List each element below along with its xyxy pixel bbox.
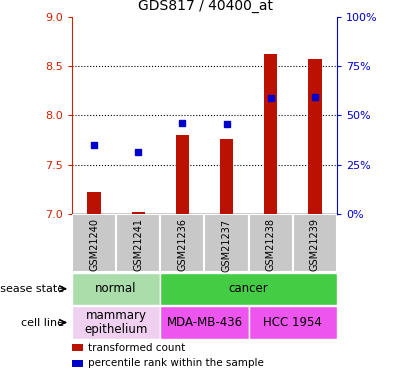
Text: percentile rank within the sample: percentile rank within the sample — [88, 358, 264, 368]
Bar — [249, 306, 337, 339]
Bar — [264, 54, 277, 214]
Bar — [308, 59, 321, 214]
Bar — [116, 214, 160, 272]
Text: disease state: disease state — [0, 284, 64, 294]
Bar — [72, 273, 160, 305]
Text: transformed count: transformed count — [88, 343, 185, 353]
Bar — [88, 192, 101, 214]
Text: MDA-MB-436: MDA-MB-436 — [166, 316, 242, 329]
Bar — [160, 214, 205, 272]
Bar — [132, 212, 145, 214]
Text: GSM21241: GSM21241 — [133, 218, 143, 272]
Text: mammary
epithelium: mammary epithelium — [84, 309, 148, 336]
Text: GSM21236: GSM21236 — [178, 218, 187, 272]
Bar — [249, 214, 293, 272]
Text: GSM21239: GSM21239 — [310, 218, 320, 272]
Bar — [72, 306, 160, 339]
Text: cancer: cancer — [229, 282, 268, 295]
Text: GSM21237: GSM21237 — [222, 218, 231, 272]
Bar — [160, 273, 337, 305]
Text: GSM21240: GSM21240 — [89, 218, 99, 272]
Text: HCC 1954: HCC 1954 — [263, 316, 322, 329]
Bar — [72, 214, 116, 272]
Bar — [72, 360, 83, 367]
Text: cell line: cell line — [21, 318, 64, 327]
Bar — [293, 214, 337, 272]
Text: GSM21238: GSM21238 — [266, 218, 276, 272]
Text: GDS817 / 40400_at: GDS817 / 40400_at — [138, 0, 273, 13]
Bar — [220, 139, 233, 214]
Text: normal: normal — [95, 282, 137, 295]
Bar — [160, 306, 249, 339]
Bar — [176, 135, 189, 214]
Bar — [72, 344, 83, 351]
Bar — [205, 214, 249, 272]
